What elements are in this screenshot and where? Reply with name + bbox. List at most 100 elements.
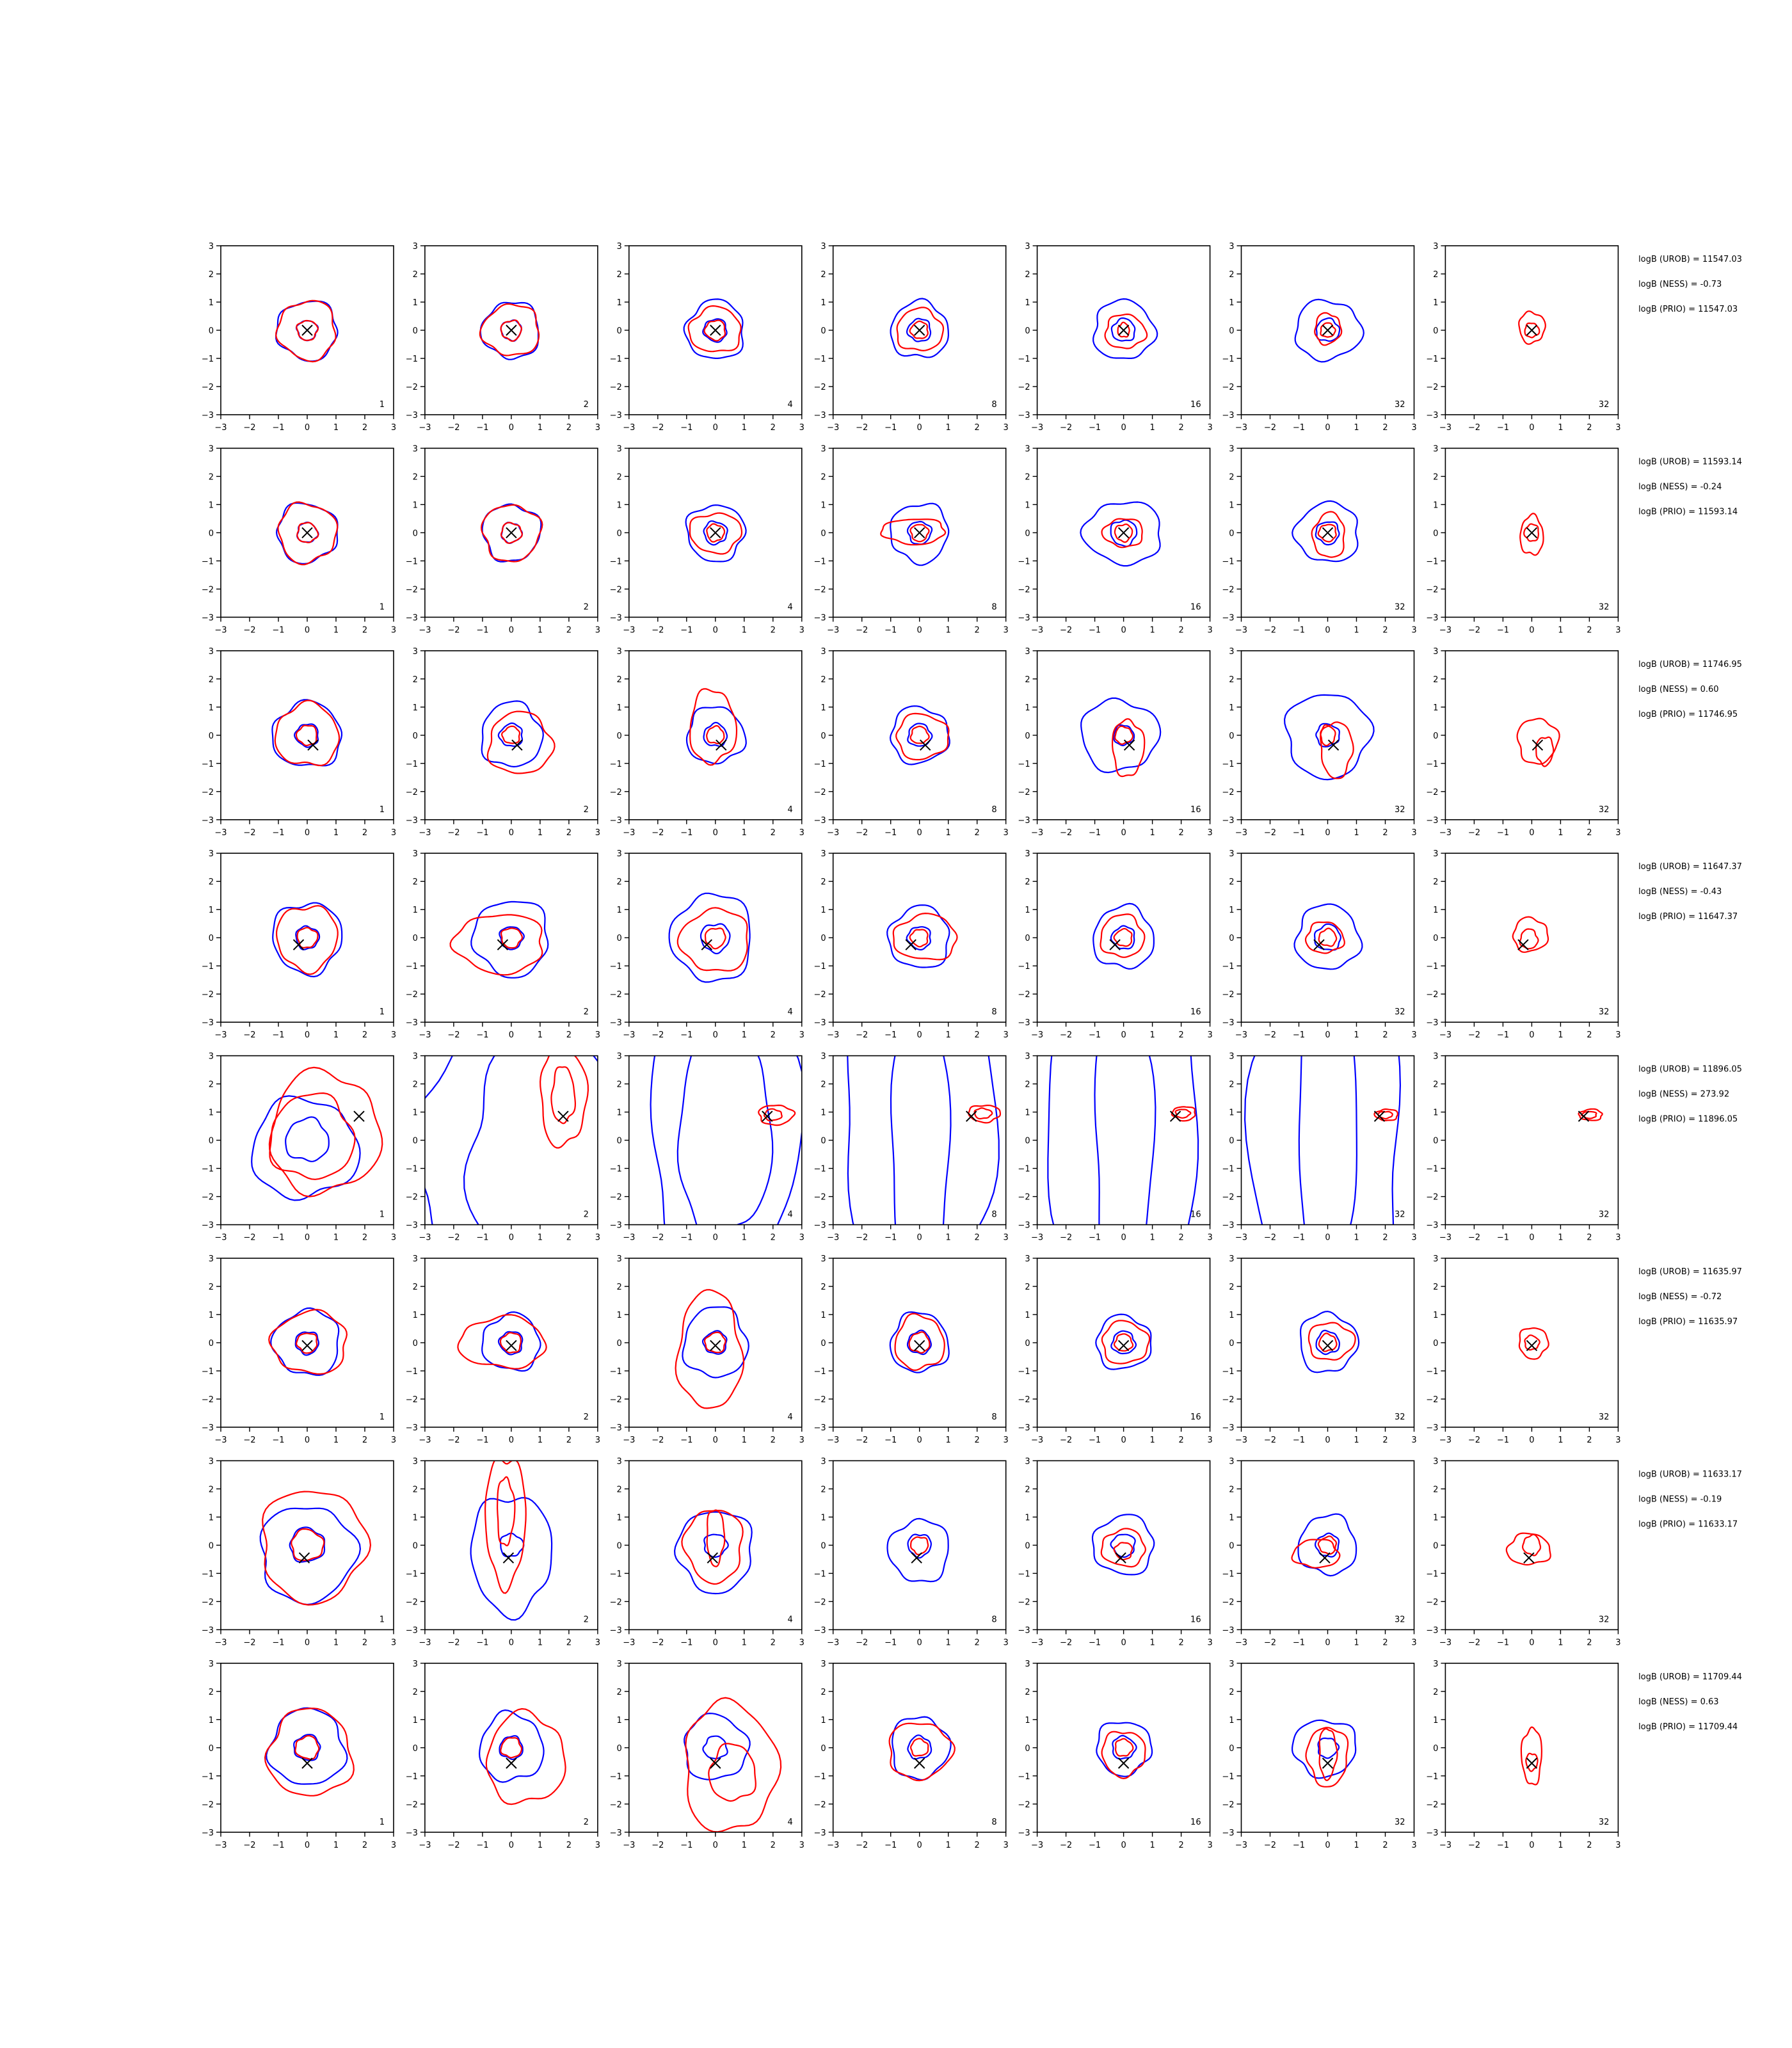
blue-contour [892,1716,952,1781]
y-tick-label: −1 [610,557,622,566]
x-tick-label: −2 [447,423,460,433]
panel-count-label: 8 [991,1818,996,1827]
x-tick-label: −2 [243,1436,255,1445]
panel-r6-c4: −3−3 −2 −2 −1 −1 0 0 1 1 2 2 3 3 8 [814,1254,1009,1445]
x-tick-label: 2 [975,1638,980,1647]
x-tick-label: −1 [884,423,897,433]
y-tick-label: −3 [1222,816,1234,826]
x-tick-label: −2 [1468,1638,1480,1647]
y-tick-label: −3 [814,1018,826,1028]
true-value-marker [497,939,509,950]
y-tick-label: −2 [814,990,826,1000]
x-tick-label: 1 [1354,1030,1359,1040]
y-tick-label: 1 [209,500,214,510]
true-value-marker [511,739,523,751]
y-tick-label: −3 [406,816,418,826]
y-tick-label: −2 [406,1597,418,1607]
x-tick-label: 0 [1121,1638,1126,1647]
blue-contour [700,923,731,955]
x-tick-label: 2 [975,828,980,838]
y-tick-label: −2 [1018,1800,1030,1810]
y-tick-label: −3 [406,1828,418,1838]
true-value-marker [301,527,313,539]
x-tick-label: 1 [742,828,747,838]
true-value-marker [1322,324,1334,336]
x-tick-label: −2 [856,828,868,838]
panel-r7-c5: −3−3 −2 −2 −1 −1 0 0 1 1 2 2 3 3 16 [1018,1457,1212,1647]
y-tick-label: −2 [1222,1193,1234,1203]
x-tick-label: 1 [1354,1841,1359,1850]
y-tick-label: 2 [820,472,826,482]
x-tick-label: 2 [975,1436,980,1445]
red-contour [888,1722,956,1782]
panel-count-label: 2 [584,1210,589,1220]
plot-area [1244,1055,1402,1225]
blue-contour [703,520,728,546]
blue-contour [1292,500,1359,563]
plot-area [1518,310,1546,345]
x-tick-label: 1 [538,1638,543,1647]
y-tick-label: 1 [617,906,622,915]
x-tick-label: 2 [362,423,367,433]
true-value-marker [913,324,925,336]
plot-area [1092,902,1155,970]
x-tick-label: 0 [1325,1841,1330,1850]
x-tick-label: −2 [856,625,868,635]
y-tick-label: 0 [413,529,418,538]
panel-r7-c3: −3−3 −2 −2 −1 −1 0 0 1 1 2 2 3 3 4 [610,1457,804,1647]
y-tick-label: 3 [1025,444,1030,454]
red-contour [486,710,556,774]
x-tick-label: −1 [884,1233,897,1243]
x-tick-label: 0 [509,1841,514,1850]
red-contour [1305,1727,1349,1788]
x-tick-label: −1 [476,423,488,433]
y-tick-label: −1 [610,1165,622,1174]
x-tick-label: 3 [799,1030,804,1040]
y-tick-label: 0 [1433,326,1438,336]
x-tick-label: −1 [884,1841,897,1850]
panel-r5-c5: −3−3 −2 −2 −1 −1 0 0 1 1 2 2 3 3 16 [1018,1052,1212,1243]
x-tick-label: 2 [771,828,776,838]
red-contour [1113,927,1133,947]
y-tick-label: −3 [406,411,418,420]
y-tick-label: 2 [413,1283,418,1292]
y-tick-label: −3 [1018,411,1030,420]
y-tick-label: 2 [1229,1080,1234,1090]
y-tick-label: 1 [1229,1311,1234,1320]
x-tick-label: −2 [1264,1030,1276,1040]
blue-contour [1092,902,1155,970]
y-tick-label: 1 [413,1311,418,1320]
logb-annotation: logB (PRIO) = 11635.97 [1638,1317,1738,1327]
x-tick-label: 1 [1149,1841,1155,1850]
y-tick-label: −3 [814,411,826,420]
x-tick-label: −1 [680,828,692,838]
y-tick-label: 1 [1025,906,1030,915]
x-tick-label: −2 [1264,828,1276,838]
red-contour [909,929,929,948]
x-tick-label: 1 [1558,1841,1563,1850]
panel-r4-c3: −3−3 −2 −2 −1 −1 0 0 1 1 2 2 3 3 4 [610,849,804,1040]
y-tick-label: 1 [617,703,622,713]
x-tick-label: −2 [243,828,255,838]
x-tick-label: −3 [1439,1233,1452,1243]
y-tick-label: −1 [202,557,214,566]
y-tick-label: 0 [209,1744,214,1754]
y-tick-label: 3 [617,647,622,657]
y-tick-label: 1 [413,703,418,713]
y-tick-label: 0 [617,1137,622,1146]
x-tick-label: 1 [1354,625,1359,635]
x-tick-label: 1 [742,1030,747,1040]
blue-contour [259,1507,362,1606]
red-contour [1318,1728,1338,1782]
y-tick-label: 2 [1433,270,1438,280]
panel-r2-c2: −3−3 −2 −2 −1 −1 0 0 1 1 2 2 3 3 2 [406,444,600,635]
y-tick-label: 3 [1229,242,1234,252]
true-value-marker [1117,1340,1130,1352]
red-contour [295,1332,318,1354]
x-tick-label: 3 [799,1233,804,1243]
y-tick-label: 3 [1433,1052,1438,1062]
x-tick-label: −3 [623,828,635,838]
blue-contour [478,1709,545,1783]
panel-count-label: 1 [380,1210,385,1220]
x-tick-label: −2 [1060,1841,1072,1850]
